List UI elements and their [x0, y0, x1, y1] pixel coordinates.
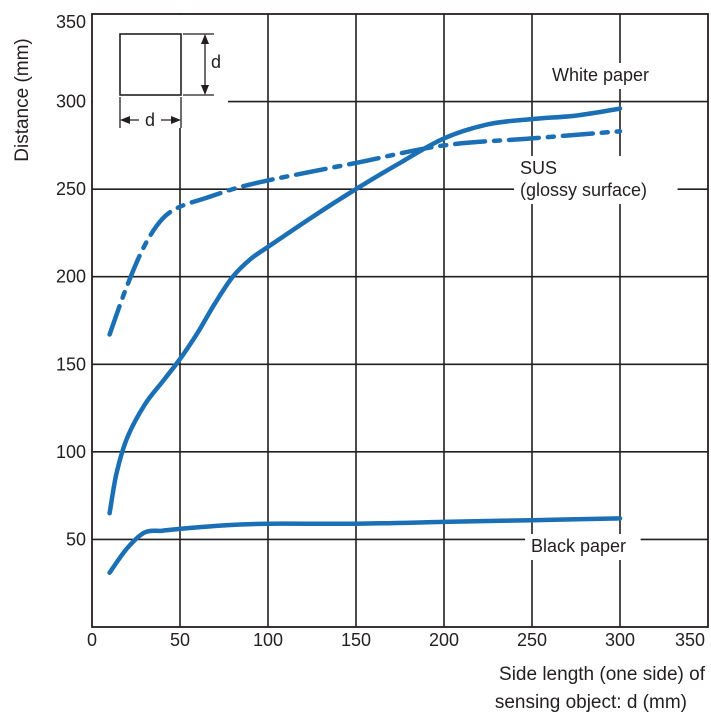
dimension-label-vertical: d: [211, 52, 221, 72]
sus-line: [107, 129, 623, 337]
x-tick-label: 350: [675, 630, 705, 650]
y-tick-label: 150: [56, 354, 86, 374]
arrow-head: [120, 116, 130, 124]
x-tick-label: 100: [253, 630, 283, 650]
y-tick-label: 300: [56, 92, 86, 112]
arrow-head: [201, 85, 209, 95]
black-paper-label: Black paper: [531, 536, 626, 556]
white-paper-label-bg: [546, 63, 662, 89]
axis-titles: Distance (mm) Side length (one side) of se…: [12, 38, 706, 713]
square-object: [119, 33, 182, 96]
x-tick-label: 50: [170, 630, 190, 650]
x-axis-title-line1: Side length (one side) of: [499, 664, 706, 685]
series-lines: [107, 106, 623, 575]
tick-labels: 0 50 100 150 200 250 300 350 50 100 150 200 250 300 35…: [56, 12, 705, 650]
y-tick-label: 50: [66, 529, 86, 549]
x-tick-label: 150: [341, 630, 371, 650]
plot-frame: [91, 13, 709, 628]
sus-label: SUS: [520, 158, 557, 178]
y-axis-title: Distance (mm): [12, 38, 33, 162]
y-tick-label: 350: [56, 12, 86, 32]
x-tick-label: 300: [605, 630, 635, 650]
series-labels: White paper SUS(glossy surface) Black pape…: [514, 63, 678, 560]
y-tick-label: 100: [56, 442, 86, 462]
white-paper-label: White paper: [552, 65, 649, 85]
y-tick-label: 200: [56, 267, 86, 287]
x-tick-label: 250: [517, 630, 547, 650]
white-paper-line: [107, 106, 623, 516]
arrow-head: [201, 34, 209, 44]
y-tick-label: 250: [56, 179, 86, 199]
black-paper-label-bg: [525, 534, 641, 560]
dimension-label-horizontal: d: [145, 110, 155, 130]
inset-background: [93, 15, 228, 128]
x-axis-title-line2: sensing object: d (mm): [495, 692, 687, 713]
sus-label: (glossy surface): [520, 180, 647, 200]
sus-label-bg: [514, 156, 678, 204]
size-inset: dd: [93, 15, 228, 130]
black-paper-line: [107, 516, 623, 575]
x-tick-label: 0: [87, 630, 97, 650]
arrow-head: [171, 116, 181, 124]
x-tick-label: 200: [429, 630, 459, 650]
